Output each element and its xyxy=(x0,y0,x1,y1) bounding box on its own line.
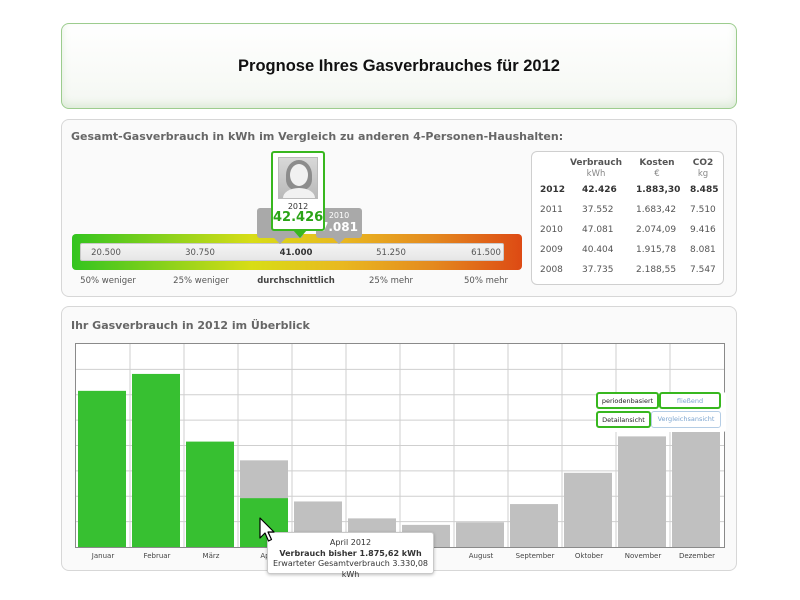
table-header-co2: CO2 kg xyxy=(685,158,721,180)
table-cell-cost: 1.683,42 xyxy=(636,205,677,215)
scale-label-1: 50% weniger xyxy=(80,276,136,286)
marker-year: 2012 xyxy=(287,202,309,211)
table-cell-co2: 7.510 xyxy=(690,205,716,215)
table-cell-cost: 1.915,78 xyxy=(636,245,677,255)
table-cell-year: 2011 xyxy=(540,205,563,215)
header-unit: € xyxy=(654,169,660,179)
bar-tooltip: April 2012 Verbrauch bisher 1.875,62 kWh… xyxy=(267,532,434,579)
table-row: 2010 47.081 2.074,09 9.416 xyxy=(532,222,723,240)
table-cell-co2: 7.547 xyxy=(690,265,716,275)
bar-actual-märz[interactable] xyxy=(186,441,234,547)
table-row: 2008 37.735 2.188,55 7.547 xyxy=(532,262,723,280)
view-toggle-group: periodenbasiert fließend Detailansicht V… xyxy=(596,392,726,432)
header-label: Kosten xyxy=(639,158,675,168)
table-cell-cost: 2.188,55 xyxy=(636,265,677,275)
table-header-cost: Kosten € xyxy=(630,158,684,180)
month-label: März xyxy=(202,552,220,560)
scale-value-4: 51.250 xyxy=(376,248,406,258)
header-unit: kg xyxy=(697,169,709,179)
table-cell-consumption: 47.081 xyxy=(582,225,614,235)
table-cell-co2: 8.485 xyxy=(690,185,719,195)
scale-label-5: 50% mehr xyxy=(464,276,508,286)
month-label: August xyxy=(468,552,494,560)
ghost-marker-year: 2010 xyxy=(328,211,350,220)
scale-value-3: 41.000 xyxy=(279,248,313,258)
page-title: Prognose Ihres Gasverbrauches für 2012 xyxy=(238,57,560,75)
ghost-marker-value: 7.081 xyxy=(320,220,358,234)
header-unit: kWh xyxy=(586,169,606,179)
table-cell-consumption: 37.552 xyxy=(582,205,614,215)
chart-canvas xyxy=(76,344,724,547)
month-label: Januar xyxy=(91,552,115,560)
bar-forecast-oktober[interactable] xyxy=(564,472,612,547)
table-cell-consumption: 42.426 xyxy=(582,185,617,195)
bar-forecast-september[interactable] xyxy=(510,504,558,547)
bar-actual-januar[interactable] xyxy=(78,390,126,547)
scale-label-2: 25% weniger xyxy=(173,276,229,286)
header-panel: Prognose Ihres Gasverbrauches für 2012 xyxy=(61,23,737,109)
table-cell-year: 2010 xyxy=(540,225,563,235)
overview-title: Ihr Gasverbrauch in 2012 im Überblick xyxy=(71,319,310,332)
month-label: Ap xyxy=(260,552,270,560)
table-header-consumption: Verbrauch kWh xyxy=(566,158,626,180)
bar-forecast-august[interactable] xyxy=(456,522,504,547)
scale-value-1: 20.500 xyxy=(91,248,121,258)
table-row: 2011 37.552 1.683,42 7.510 xyxy=(532,202,723,220)
monthly-consumption-chart: periodenbasiert fließend Detailansicht V… xyxy=(75,343,726,548)
header-label: CO2 xyxy=(692,158,714,168)
vergleichsansicht-toggle[interactable]: Vergleichsansicht xyxy=(651,411,721,428)
table-cell-year: 2008 xyxy=(540,265,563,275)
month-label: Dezember xyxy=(678,552,716,560)
consumption-scale-track xyxy=(80,243,504,261)
comparison-panel: Gesamt-Gasverbrauch in kWh im Vergleich … xyxy=(61,119,737,297)
table-cell-year: 2009 xyxy=(540,245,563,255)
bar-actual-februar[interactable] xyxy=(132,373,180,547)
overview-panel: Ihr Gasverbrauch in 2012 im Überblick pe… xyxy=(61,306,737,579)
table-cell-co2: 8.081 xyxy=(690,245,716,255)
month-label: November xyxy=(624,552,662,560)
table-cell-cost: 2.074,09 xyxy=(636,225,677,235)
comparison-table: Verbrauch kWh Kosten € CO2 kg 2012 42.426… xyxy=(531,151,724,285)
marker-value: 42.426 xyxy=(273,210,324,225)
scale-label-3: durchschnittlich xyxy=(257,276,335,286)
header-label: Verbrauch xyxy=(569,158,623,168)
table-cell-cost: 1.883,30 xyxy=(636,185,681,195)
table-cell-year: 2012 xyxy=(540,185,566,195)
scale-label-4: 25% mehr xyxy=(369,276,413,286)
fliessend-toggle[interactable]: fließend xyxy=(659,392,721,409)
periodenbasiert-toggle[interactable]: periodenbasiert xyxy=(596,392,659,409)
month-label: Oktober xyxy=(574,552,604,560)
scale-value-2: 30.750 xyxy=(185,248,215,258)
table-cell-consumption: 37.735 xyxy=(582,265,614,275)
tooltip-title: April 2012 xyxy=(329,538,372,547)
user-avatar-icon xyxy=(278,157,318,199)
table-cell-consumption: 40.404 xyxy=(582,245,614,255)
current-year-marker[interactable]: 2012 42.426 xyxy=(271,151,325,238)
mouse-cursor-icon xyxy=(259,517,275,542)
tooltip-consumption: Verbrauch bisher 1.875,62 kWh xyxy=(279,548,422,558)
bar-forecast-november[interactable] xyxy=(618,436,666,547)
table-cell-co2: 9.416 xyxy=(690,225,716,235)
month-label: Februar xyxy=(143,552,171,560)
table-row: 2012 42.426 1.883,30 8.485 xyxy=(532,182,723,200)
month-label: September xyxy=(515,552,555,560)
table-row: 2009 40.404 1.915,78 8.081 xyxy=(532,242,723,260)
scale-value-5: 61.500 xyxy=(471,248,501,258)
tooltip-expected: Erwarteter Gesamtverbrauch 3.330,08 kWh xyxy=(272,559,429,579)
detailansicht-toggle[interactable]: Detailansicht xyxy=(596,411,651,428)
comparison-title: Gesamt-Gasverbrauch in kWh im Vergleich … xyxy=(71,130,564,143)
